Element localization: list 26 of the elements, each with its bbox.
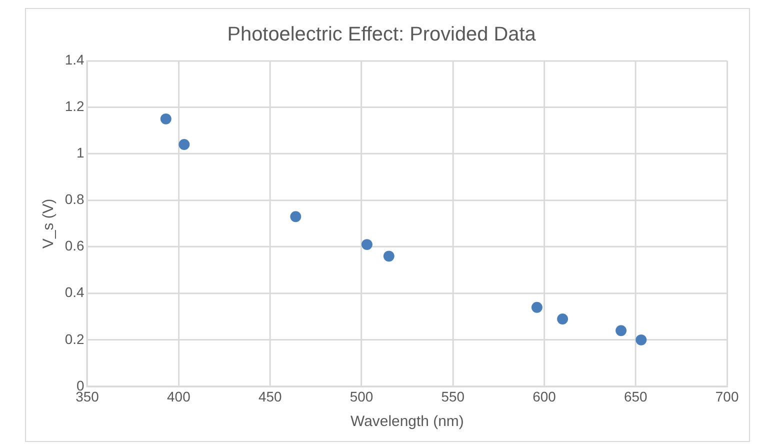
point [616,325,627,336]
x-tick-label: 550 [441,388,465,405]
x-tick-label: 400 [167,388,191,405]
y-tick-label: 0.2 [64,330,85,347]
y-axis-title: V_s (V) [40,198,58,248]
y-tick-label: 1.2 [64,98,85,114]
x-axis-title: Wavelength (nm) [350,413,464,430]
point [361,239,372,250]
point [178,139,190,150]
point [383,250,394,262]
x-tick-label: 700 [715,388,739,405]
x-tick-label: 500 [350,388,374,405]
point [557,314,568,324]
point [290,211,302,222]
x-tick-label: 450 [258,388,282,405]
point [160,113,172,124]
y-tick-label: 1 [76,144,85,161]
point [531,302,542,313]
x-tick-label: 650 [624,388,648,405]
y-tick-label: 0.8 [64,191,85,208]
y-tick-label: 0.4 [64,284,85,300]
y-tick-label: 1.4 [64,52,85,68]
chart-title: Photoelectric Effect: Provided Data [227,23,537,46]
point [636,334,647,346]
x-tick-label: 600 [532,388,556,405]
y-tick-label: 0.6 [64,238,85,254]
